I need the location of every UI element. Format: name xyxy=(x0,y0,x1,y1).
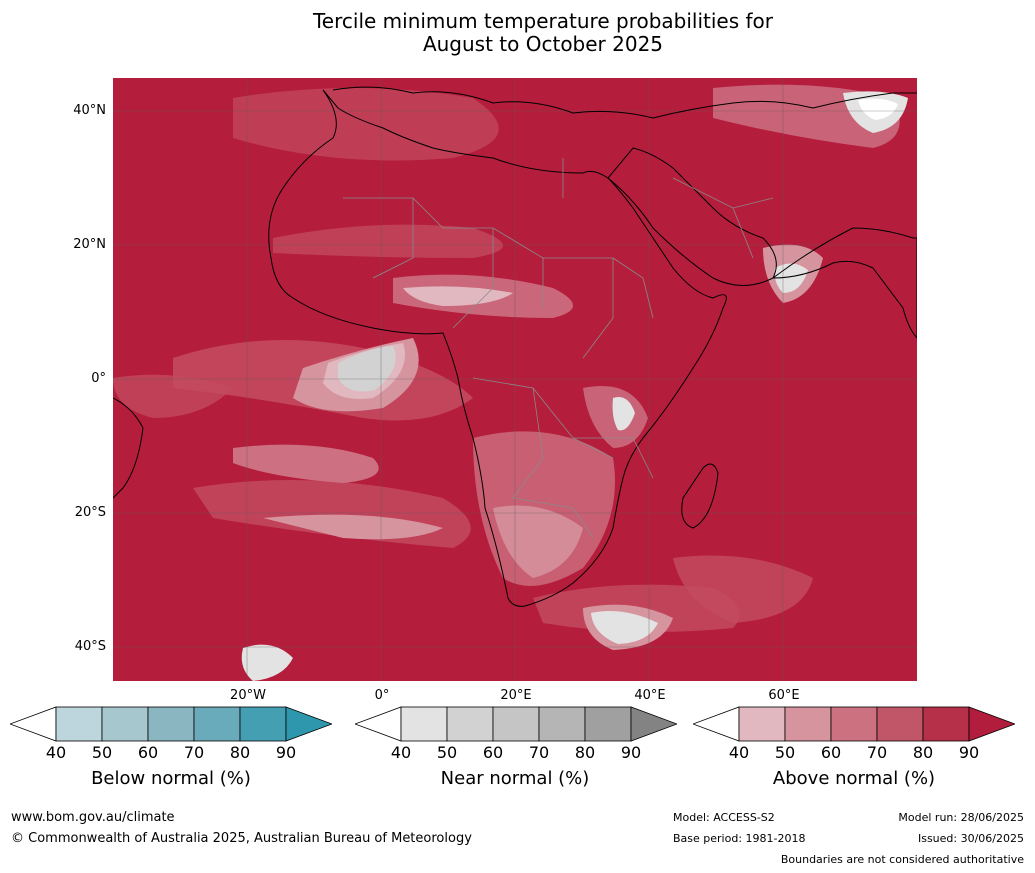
colorbar-below-extend-low xyxy=(10,706,57,742)
colorbar-near-title: Near normal (%) xyxy=(440,768,590,789)
footer-model-run: Model run: 28/06/2025 xyxy=(898,811,1024,824)
colorbar-above-normal xyxy=(693,706,1015,742)
lon-label-40e: 40°E xyxy=(634,688,666,703)
colorbar-below-swatches xyxy=(10,706,332,742)
colorbar-above-swatch xyxy=(876,706,924,742)
colorbar-above-tick: 50 xyxy=(774,743,796,762)
colorbar-above-tick: 80 xyxy=(912,743,934,762)
colorbar-below-tick: 50 xyxy=(91,743,113,762)
colorbar-near-extend-low xyxy=(355,706,402,742)
colorbar-below-tick: 40 xyxy=(45,743,67,762)
colorbar-above-tick: 70 xyxy=(866,743,888,762)
colorbar-below-swatch xyxy=(239,706,287,742)
lat-label-40s: 40°S xyxy=(74,639,106,654)
colorbar-near-swatch xyxy=(446,706,494,742)
colorbar-above-title: Above normal (%) xyxy=(772,768,936,789)
probability-map xyxy=(113,78,917,681)
colorbar-near-tick: 60 xyxy=(482,743,504,762)
footer-disclaimer: Boundaries are not considered authoritat… xyxy=(780,853,1024,866)
colorbar-below-tick: 60 xyxy=(137,743,159,762)
colorbar-above-tick: 60 xyxy=(820,743,842,762)
colorbar-below-swatch xyxy=(193,706,241,742)
graticule xyxy=(113,78,917,681)
footer-base-period: Base period: 1981-2018 xyxy=(673,832,806,845)
coastlines xyxy=(113,86,917,607)
colorbar-near-tick: 70 xyxy=(528,743,550,762)
colorbar-below-tick: 90 xyxy=(275,743,297,762)
colorbar-near-tick: 40 xyxy=(390,743,412,762)
colorbar-near-tick: 90 xyxy=(620,743,642,762)
colorbar-below-extend-high xyxy=(285,706,332,742)
colorbar-near-tick: 80 xyxy=(574,743,596,762)
colorbar-above-tick: 40 xyxy=(728,743,750,762)
colorbar-below-title: Below normal (%) xyxy=(91,768,251,789)
colorbar-near-swatch xyxy=(538,706,586,742)
colorbar-near-swatch xyxy=(492,706,540,742)
colorbar-below-normal xyxy=(10,706,332,742)
colorbar-above-swatch xyxy=(738,706,786,742)
lat-label-40n: 40°N xyxy=(73,103,106,118)
colorbar-below-swatch xyxy=(101,706,149,742)
colorbar-near-swatches xyxy=(355,706,677,742)
colorbar-below-tick: 70 xyxy=(183,743,205,762)
colorbar-above-swatch xyxy=(830,706,878,742)
colorbar-above-tick: 90 xyxy=(958,743,980,762)
lon-label-0: 0° xyxy=(374,688,390,703)
colorbar-below-swatch xyxy=(55,706,103,742)
footer-model: Model: ACCESS-S2 xyxy=(673,811,775,824)
colorbar-near-extend-high xyxy=(630,706,677,742)
footer-website: www.bom.gov.au/climate xyxy=(11,810,175,825)
colorbar-near-swatch xyxy=(584,706,632,742)
colorbar-below-swatch xyxy=(147,706,195,742)
lon-label-20e: 20°E xyxy=(500,688,532,703)
map-title: Tercile minimum temperature probabilitie… xyxy=(0,10,1035,56)
colorbar-near-swatch xyxy=(400,706,448,742)
colorbar-above-swatch xyxy=(922,706,970,742)
lat-label-0: 0° xyxy=(91,371,106,386)
colorbar-below-tick: 80 xyxy=(229,743,251,762)
lon-label-60e: 60°E xyxy=(768,688,800,703)
footer-issued: Issued: 30/06/2025 xyxy=(917,832,1024,845)
lat-label-20s: 20°S xyxy=(74,505,106,520)
colorbar-near-tick: 50 xyxy=(436,743,458,762)
lon-label-20w: 20°W xyxy=(230,688,266,703)
title-line-1: Tercile minimum temperature probabilitie… xyxy=(312,9,774,33)
country-borders xyxy=(343,158,774,539)
title-line-2: August to October 2025 xyxy=(422,32,664,56)
footer-copyright: © Commonwealth of Australia 2025, Austra… xyxy=(11,831,472,846)
colorbar-near-normal xyxy=(355,706,677,742)
colorbar-above-swatch xyxy=(784,706,832,742)
colorbar-above-swatches xyxy=(693,706,1015,742)
lat-label-20n: 20°N xyxy=(73,237,106,252)
colorbar-above-extend-low xyxy=(693,706,740,742)
colorbar-above-extend-high xyxy=(968,706,1015,742)
